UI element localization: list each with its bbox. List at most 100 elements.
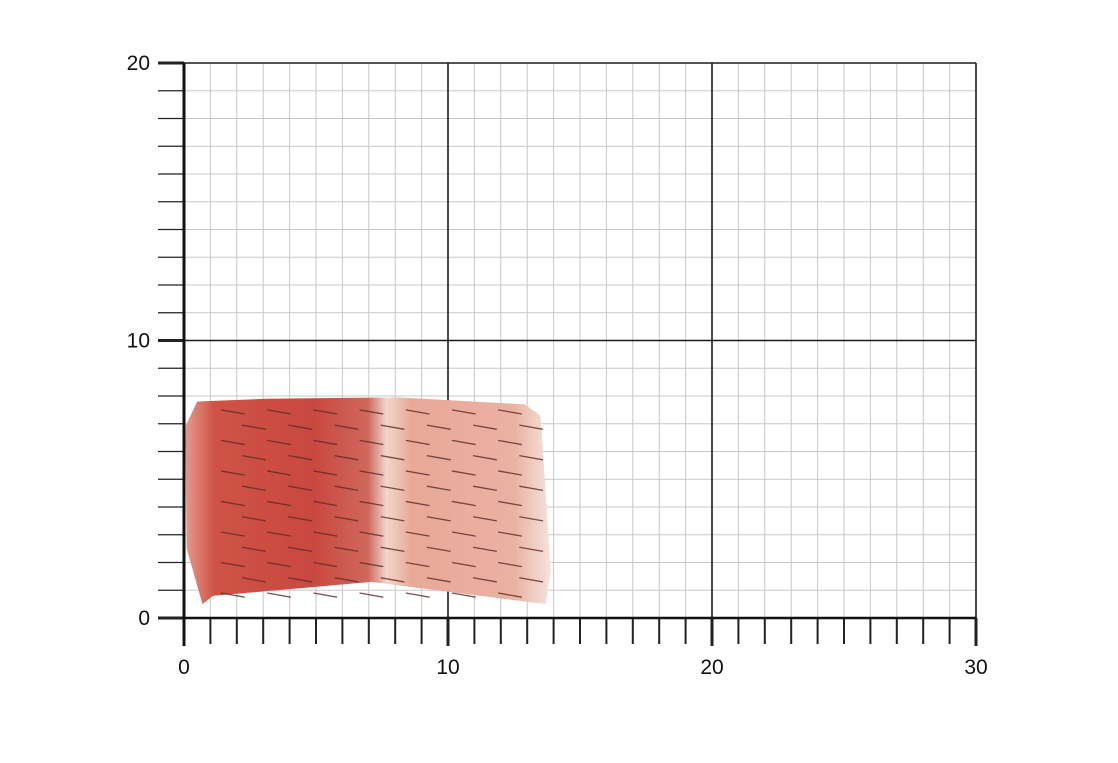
score-mark [405,470,430,476]
score-mark [334,516,359,522]
score-mark [519,546,544,553]
score-mark [288,577,313,583]
x-tick-label: 10 [436,656,459,679]
score-mark [241,546,266,553]
score-mark [405,439,430,446]
score-mark [241,516,266,522]
score-mark [498,561,523,568]
score-mark [498,409,523,415]
score-mark [426,485,451,491]
score-mark [405,500,430,507]
score-mark [426,455,451,461]
score-mark [380,485,405,491]
score-mark [267,470,292,476]
score-mark [359,439,384,446]
y-tick-label: 20 [127,52,150,75]
meat-specimen-photo [185,397,551,605]
score-mark [359,592,384,598]
score-mark [519,455,544,461]
score-mark [334,577,359,583]
score-mark [472,455,497,461]
x-tick-label: 30 [964,656,987,679]
score-mark [241,455,266,461]
score-mark [241,424,266,430]
score-mark [220,409,245,415]
score-mark [220,592,245,598]
score-mark [220,500,245,507]
score-mark [405,409,430,415]
score-mark [313,531,338,537]
score-mark [498,500,523,507]
score-mark [451,531,476,537]
score-mark [359,500,384,507]
score-mark [472,516,497,522]
score-mark [472,424,497,430]
score-mark [334,455,359,461]
axis-tick-labels: 0 10 20 30 0 10 20 [127,52,988,679]
score-mark [267,592,292,598]
score-mark [313,561,338,568]
score-mark [220,439,245,446]
score-mark [288,546,313,553]
score-mark [380,577,405,583]
score-mark [334,485,359,491]
score-mark [313,409,338,415]
score-mark [472,577,497,583]
score-mark [451,592,476,598]
score-mark [519,485,544,491]
score-mark [451,500,476,507]
score-mark [451,470,476,476]
score-mark [498,592,523,598]
score-marks [220,409,544,598]
score-mark [405,592,430,598]
score-mark [426,577,451,583]
score-mark [267,500,292,507]
score-mark [451,561,476,568]
score-mark [519,577,544,583]
score-mark [359,409,384,415]
score-mark [359,531,384,537]
score-mark [288,424,313,430]
score-mark [498,439,523,446]
score-mark [451,439,476,446]
score-mark [241,577,266,583]
x-tick-label: 0 [178,656,190,679]
y-tick-label: 10 [127,330,150,353]
score-mark [380,516,405,522]
score-mark [241,485,266,491]
score-mark [498,470,523,476]
score-mark [380,546,405,553]
score-mark [359,561,384,568]
score-mark [267,561,292,568]
score-mark [451,409,476,415]
score-mark [405,531,430,537]
score-mark [288,485,313,491]
score-mark [472,485,497,491]
score-mark [220,470,245,476]
score-mark [267,439,292,446]
score-mark [288,455,313,461]
score-mark [405,561,430,568]
score-mark [334,424,359,430]
score-mark [380,455,405,461]
score-mark [220,531,245,537]
score-mark [519,516,544,522]
score-mark [519,424,544,430]
score-mark [220,561,245,568]
y-tick-label: 0 [138,607,150,630]
axis-ticks [158,61,978,646]
score-mark [313,470,338,476]
score-mark [313,592,338,598]
score-mark [334,546,359,553]
score-mark [426,546,451,553]
score-mark [380,424,405,430]
score-mark [359,470,384,476]
x-tick-label: 20 [700,656,723,679]
score-mark [472,546,497,553]
score-mark [426,424,451,430]
score-mark [313,500,338,507]
score-mark [267,531,292,537]
score-mark [288,516,313,522]
score-mark [498,531,523,537]
